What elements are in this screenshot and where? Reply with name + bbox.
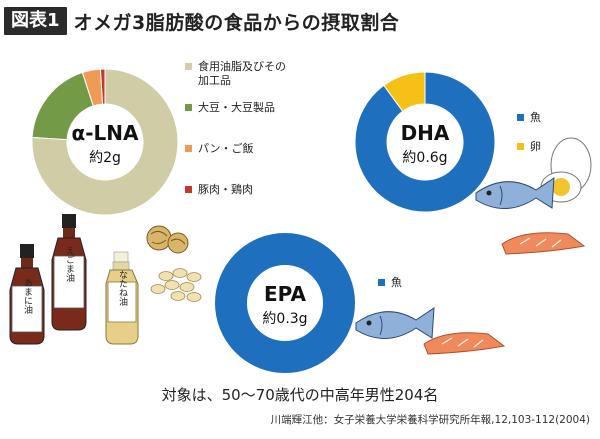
footer-note: 対象は、50〜70歳代の中高年男性204名 xyxy=(161,386,439,404)
chart-title: オメガ3脂肪酸の食品からの摂取割合 xyxy=(73,11,400,34)
legend-2-label-0: 魚 xyxy=(391,276,402,289)
legend-0-label-0-line1: 加工品 xyxy=(198,74,231,87)
legend-0-label-3: 豚肉・鶏肉 xyxy=(198,182,253,196)
oil-bottle-middle-illustration xyxy=(51,214,87,331)
legend-0-label-2: パン・ご飯 xyxy=(198,141,254,155)
legend-1-swatch-1 xyxy=(517,143,524,150)
legend-1-label-1: 卵 xyxy=(530,140,541,153)
oil-bottle-left-illustration xyxy=(9,244,45,345)
donut-2-center-label: EPA xyxy=(264,282,306,306)
fish-illustration-epa xyxy=(355,307,435,339)
donut-2-center-value: 約0.3g xyxy=(262,311,307,327)
donut-0-slice-3 xyxy=(99,68,106,105)
legend-1-label-0: 魚 xyxy=(530,111,541,124)
legend-0-swatch-3 xyxy=(185,186,192,193)
header: 図表1 オメガ3脂肪酸の食品からの摂取割合 xyxy=(4,6,399,36)
soybeans-illustration xyxy=(150,268,202,302)
donut-0-center-value: 約2g xyxy=(89,150,121,166)
salmon-fillet-illustration-epa xyxy=(423,332,506,355)
donut-dha: DHA 約0.6g xyxy=(354,71,496,213)
legend-2-swatch-0 xyxy=(378,279,385,286)
legend-epa: 魚 xyxy=(378,276,402,289)
legend-0-swatch-1 xyxy=(185,104,192,111)
donut-epa: EPA 約0.3g xyxy=(215,233,355,373)
source-citation: 川端輝江他：女子栄養大学栄養科学研究所年報,12,103-112(2004) xyxy=(270,414,590,426)
fish-illustration-dha xyxy=(475,177,555,209)
walnut-illustration xyxy=(146,225,189,254)
donut-0-slice-0 xyxy=(31,68,179,216)
salmon-fillet-illustration-dha xyxy=(501,232,586,255)
bottle-right-label: なたね油 xyxy=(117,270,128,307)
donut-alna: α-LNA 約2g xyxy=(31,68,179,216)
donut-1-center-value: 約0.6g xyxy=(402,150,447,166)
donut-2-slice-0 xyxy=(215,233,355,373)
legend-0-swatch-2 xyxy=(185,145,192,152)
donut-1-center-label: DHA xyxy=(401,121,450,145)
legend-dha: 魚卵 xyxy=(517,111,541,153)
bottle-middle-label: えごま油 xyxy=(64,246,75,283)
figure-label: 図表1 xyxy=(4,7,67,35)
oil-bottle-right-illustration xyxy=(105,251,139,345)
legend-0-label-1: 大豆・大豆製品 xyxy=(198,100,275,114)
legend-0-label-0: 食用油脂及びその xyxy=(198,59,286,73)
donut-0-center-label: α-LNA xyxy=(71,121,139,145)
donut-1-slice-1 xyxy=(383,71,426,112)
bottle-left-label: あまに油 xyxy=(22,278,33,315)
legend-0-swatch-0 xyxy=(185,63,192,70)
legend-1-swatch-0 xyxy=(517,114,524,121)
donut-1-slice-0 xyxy=(354,71,496,213)
